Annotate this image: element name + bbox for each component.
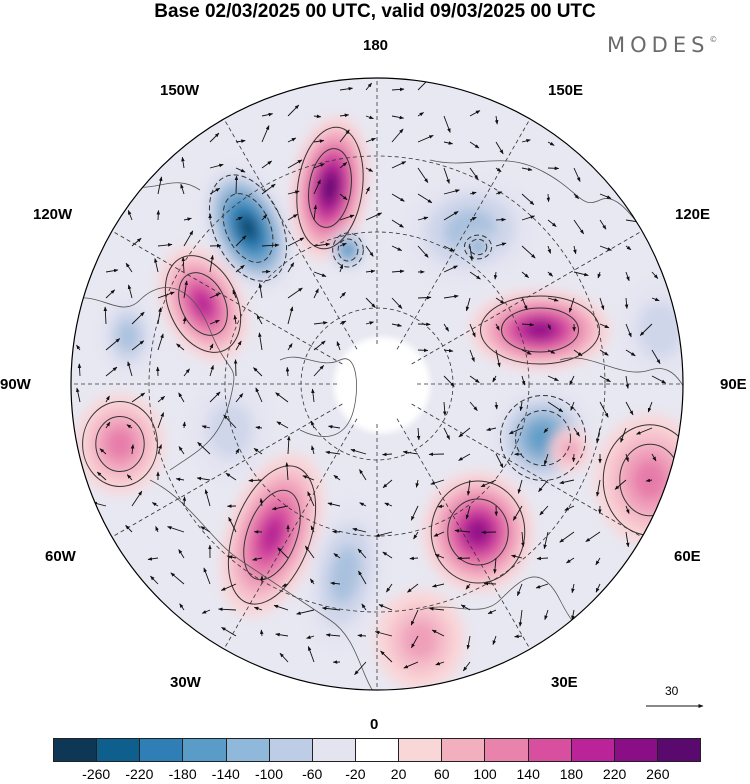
colorbar-segment <box>139 739 182 761</box>
colorbar-segment <box>657 739 700 761</box>
wind-arrow <box>573 454 574 462</box>
polar-map <box>0 0 750 735</box>
wind-arrow <box>418 297 431 298</box>
anomaly-center <box>620 280 700 380</box>
anomaly-shade <box>562 441 578 458</box>
lon-label-120e: 120E <box>675 206 710 224</box>
lon-label-30w: 30W <box>170 674 201 692</box>
lon-label-30e: 30E <box>551 674 578 692</box>
colorbar-tick-label: 220 <box>603 766 626 782</box>
colorbar-segment <box>398 739 441 761</box>
lon-label-150w: 150W <box>160 82 199 100</box>
anomaly-shade <box>107 429 134 459</box>
anomaly-center <box>423 472 533 592</box>
wind-arrow <box>484 583 496 584</box>
colorbar-tick-label: 180 <box>560 766 583 782</box>
colorbar-tick-label: 60 <box>434 766 450 782</box>
lon-label-150e: 150E <box>548 82 583 100</box>
colorbar-tick-label: 100 <box>473 766 496 782</box>
colorbar-ticks: -260 -220 -180 -140 -100 -60 -20 20 60 100 140 180 2… <box>0 766 750 784</box>
wind-arrow <box>184 497 185 506</box>
anomaly-shade <box>474 244 482 251</box>
map-field <box>60 70 705 710</box>
lon-label-120w: 120W <box>33 206 72 224</box>
anomaly-shade <box>207 402 252 459</box>
colorbar-tick-label: 140 <box>517 766 540 782</box>
colorbar-segment <box>269 739 312 761</box>
colorbar-segment <box>96 739 139 761</box>
colorbar-segment <box>182 739 225 761</box>
polar-cap <box>334 337 430 433</box>
colorbar-segment <box>528 739 571 761</box>
colorbar-tick-label: -20 <box>345 766 365 782</box>
lon-label-90e: 90E <box>720 376 747 394</box>
colorbar-tick-label: -140 <box>212 766 240 782</box>
anomaly-center <box>100 296 156 376</box>
colorbar <box>53 738 701 762</box>
anomaly-center <box>462 233 494 261</box>
wind-arrow <box>236 176 237 194</box>
anomaly-center <box>470 290 610 370</box>
colorbar-segment <box>312 739 355 761</box>
colorbar-tick-label: -180 <box>169 766 197 782</box>
lon-label-60w: 60W <box>45 548 76 566</box>
anomaly-shade <box>402 620 437 659</box>
colorbar-tick-label: -60 <box>302 766 322 782</box>
lon-label-60e: 60E <box>674 548 701 566</box>
reference-arrow <box>643 684 707 714</box>
anomaly-center <box>375 590 465 690</box>
colorbar-segment <box>226 739 269 761</box>
lon-label-0: 0 <box>370 716 378 734</box>
colorbar-tick-label: -100 <box>255 766 283 782</box>
colorbar-tick-label: -260 <box>82 766 110 782</box>
colorbar-tick-label: -220 <box>125 766 153 782</box>
wind-arrow <box>458 558 470 559</box>
lon-label-180: 180 <box>363 37 388 55</box>
wind-arrow <box>496 219 506 220</box>
colorbar-segment <box>441 739 484 761</box>
lon-label-90w: 90W <box>0 376 31 394</box>
colorbar-segment <box>54 739 96 761</box>
colorbar-segment <box>614 739 657 761</box>
colorbar-tick-label: 20 <box>391 766 407 782</box>
wind-arrow <box>548 194 549 202</box>
colorbar-segment <box>355 739 398 761</box>
wind-arrow <box>262 271 270 272</box>
colorbar-segment <box>484 739 527 761</box>
anomaly-center <box>190 380 270 480</box>
colorbar-segment <box>571 739 614 761</box>
anomaly-shade <box>344 246 351 254</box>
anomaly-center <box>330 230 366 270</box>
anomaly-shade <box>637 302 682 359</box>
anomaly-center <box>76 394 164 494</box>
reference-vector: 30 <box>643 684 707 714</box>
colorbar-tick-label: 260 <box>646 766 669 782</box>
